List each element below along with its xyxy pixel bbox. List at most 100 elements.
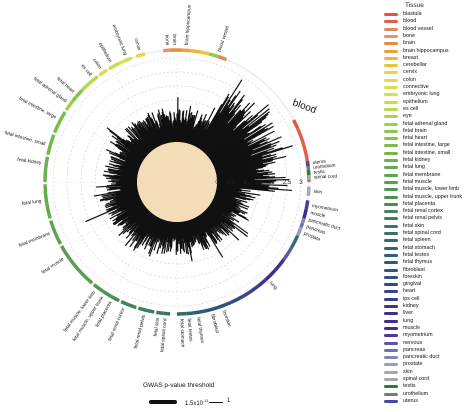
ring-segment-fetal-testes [186,311,194,316]
ring-label: colon [91,57,103,70]
legend-label: muscle [403,324,421,331]
ring-segment-heart [242,289,252,298]
legend-swatch [384,13,398,16]
ring-segment-connective [118,59,125,65]
threshold-min-line [149,400,177,404]
legend-item: bone [384,33,415,40]
ring-label: urothelium [313,163,336,171]
legend-label: fetal muscle [403,178,432,185]
legend-item: nervous [384,340,422,347]
legend-label: fetal kidney [403,157,431,163]
legend-label: fetal heart [403,135,427,142]
legend-label: foreskin [403,273,422,280]
legend-swatch [384,399,398,403]
legend-item: pancreas [384,347,425,354]
ring-label: es cell [80,63,93,77]
legend-swatch [384,268,398,272]
legend-swatch [384,115,398,119]
axis-tick-label: 3 [299,180,303,186]
legend-label: epithelium [403,98,428,105]
ring-segment-gingival [229,294,244,305]
legend-label: spinal cord [403,376,430,382]
legend-item: testis [384,383,416,390]
legend-item: breast [384,55,418,62]
ring-label: fetal spinal cord [159,318,168,352]
ring-label: fetal thymus [195,317,205,344]
ring-segment-blood-vessel [217,54,228,62]
legend-swatch [384,166,398,170]
legend-label: cervix [403,69,418,76]
ring-label: brain hippocampus [184,4,193,45]
ring-segment-ips-cell [249,284,260,293]
legend-label: heart [403,288,416,295]
legend-item: fetal membrane [384,172,440,179]
legend-item: urothelium [384,391,428,398]
legend-swatch [384,363,398,367]
ring-segment-fetal-intestine-small [46,134,56,155]
legend-label: connective [403,84,429,90]
legend-item: lung [384,318,413,325]
legend-item: blood vessel [384,26,433,33]
legend-swatch [384,122,398,126]
legend-label: bone [403,32,415,39]
ring-label: spinal cord [314,174,338,181]
legend-swatch [384,341,398,345]
ring-segment-breast [190,48,201,54]
ring-segment-colon [98,68,108,77]
ring-segment-fetal-muscle-upper-trunk [102,289,112,298]
legend-swatch [384,180,398,184]
ring-segment-fetal-thymus [192,309,205,315]
legend-swatch [384,20,398,24]
legend-label: fetal lung [403,164,425,171]
legend-swatch [384,224,398,228]
legend-swatch [384,188,398,192]
legend-item: fetal renal cortex [384,208,443,215]
legend-swatch [384,195,398,199]
radial-chart: 0 0.5 1 1.5 2 2.5 3 blood vessel brain hippocam… [4,4,341,352]
legend-item: es cell [384,106,418,113]
legend-swatch [384,232,398,235]
legend-item: muscle [384,325,420,332]
legend-item: brain [384,40,415,47]
legend-label: liver [403,310,413,317]
legend-label: breast [403,54,418,61]
ring-segment-fetal-membrane [49,220,63,245]
ring-label: fetal skin [153,317,162,337]
radial-axis: 0 0.5 1 1.5 2 2.5 3 [215,180,303,186]
legend-label: blood vessel [403,25,433,32]
legend-swatch [384,151,398,155]
ring-label: embryonic lung [110,24,128,57]
threshold-max-label: 1 [227,398,231,404]
axis-tick-label: 2.5 [283,180,292,186]
legend-swatch [384,283,398,287]
ring-label: fetal lung [22,198,42,207]
legend-swatch [384,107,398,111]
legend-item: uterus [384,398,418,405]
legend-item: blood [384,18,416,25]
axis-tick-label: 0 [215,180,219,186]
ring-segment-fetal-muscle [60,245,94,285]
legend-label: fibroblast [403,266,425,273]
legend-label: lung [403,317,414,324]
legend-swatch [384,290,398,294]
legend-label: fetal thymus [403,259,433,266]
ring-label: fetal testes [186,318,194,342]
legend-item: embryonic lung [384,91,440,98]
ring-segment-fetal-kidney [43,156,50,183]
ring-label: bone [163,34,170,45]
legend-item: fetal heart [384,135,427,142]
legend-swatch [384,334,398,338]
legend-item: colon [384,77,416,84]
legend-label: blood [403,18,417,25]
ring-segment-muscle [302,209,308,219]
legend-item: cerebellar [384,62,427,69]
ring-segment-fibroblast [204,305,219,313]
legend-swatch [384,305,398,308]
legend-swatch [384,348,398,352]
ring-segment-brain-hippocampus [181,48,191,53]
ring-segment-prostate [295,226,303,237]
ring-label: fetal renal cortex [107,306,127,342]
blood-highlight-label: blood [291,97,318,116]
ring-label: fetal membrane [18,231,51,249]
legend-item: spinal cord [384,376,429,383]
